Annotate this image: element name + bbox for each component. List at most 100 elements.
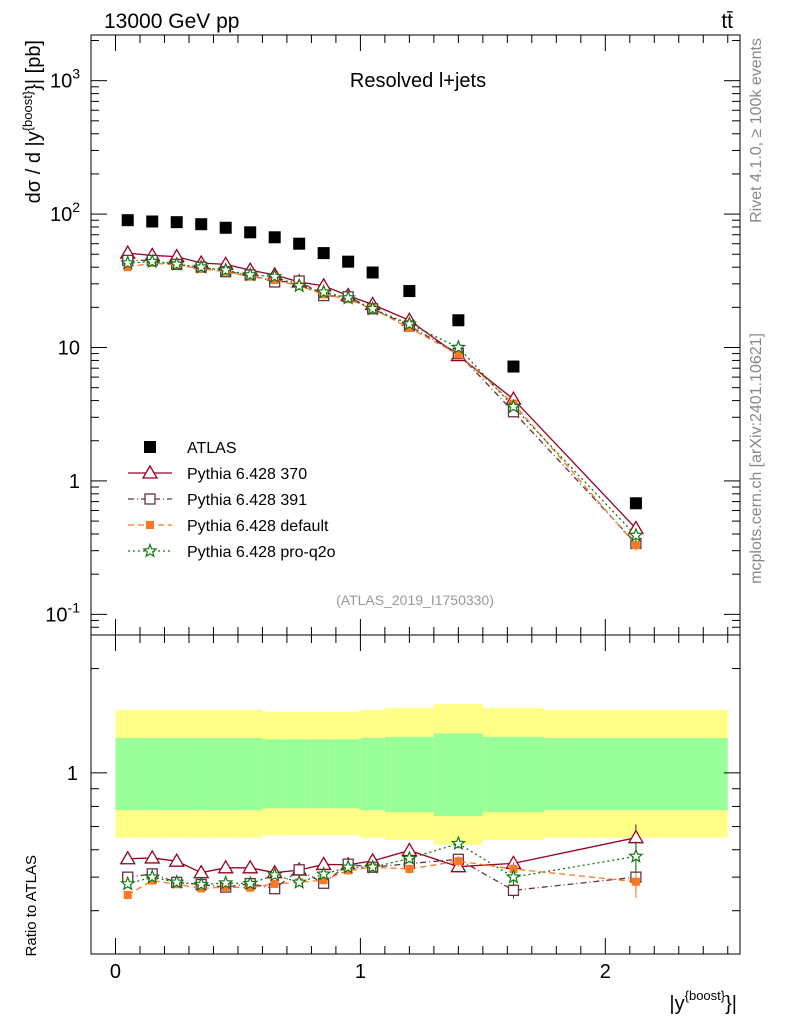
data-point xyxy=(450,339,467,355)
inner-band-bin xyxy=(262,739,287,809)
ratio-point xyxy=(193,876,209,892)
tick-base: 10 xyxy=(50,71,72,93)
ratio-point xyxy=(221,883,230,892)
ratio-point xyxy=(401,850,418,866)
ratio-point xyxy=(315,866,332,881)
x-label-superscript: {boost} xyxy=(685,988,726,1003)
data-point xyxy=(242,266,258,282)
data-point xyxy=(293,237,306,250)
data-point xyxy=(193,259,209,274)
ratio-point xyxy=(319,876,328,885)
ratio-panel-series xyxy=(119,824,645,900)
main-y-tick-label: 10 xyxy=(58,338,80,360)
data-point xyxy=(405,324,414,333)
inner-band-bin xyxy=(384,736,434,813)
inner-band-bin xyxy=(237,738,263,811)
energy-label: 13000 GeV pp xyxy=(104,10,239,33)
ratio-point xyxy=(266,866,283,882)
series-pythia-6-428-370 xyxy=(119,244,645,535)
legend-entry-pythia-6-428-391: Pythia 6.428 391 xyxy=(128,492,307,509)
ratio-point xyxy=(217,859,234,874)
y-label-part-1: dσ / d |y xyxy=(23,131,45,203)
ratio-series-pythia-6-428-pro-q2o xyxy=(120,835,644,892)
x-tick-label: 0 xyxy=(110,961,121,983)
ratio-point xyxy=(291,874,308,889)
ratio-point xyxy=(144,868,160,884)
inner-band-bin xyxy=(544,738,728,811)
data-point xyxy=(315,283,332,299)
ratio-point xyxy=(293,864,305,876)
data-point xyxy=(403,285,416,298)
ratio-panel-frame xyxy=(90,634,741,955)
inner-band-bin xyxy=(164,738,189,811)
inner-band-bin xyxy=(188,738,214,811)
inner-band-bin xyxy=(360,738,385,811)
tick-exponent: 2 xyxy=(72,199,80,215)
inner-band-bin xyxy=(213,738,238,811)
data-point xyxy=(454,350,463,359)
tick-base: 10 xyxy=(50,204,72,226)
data-point xyxy=(121,214,134,227)
data-point xyxy=(146,215,159,228)
ratio-point xyxy=(631,877,640,886)
data-point xyxy=(507,360,520,373)
data-point xyxy=(505,398,522,414)
main-y-tick-label: 10-1 xyxy=(45,599,80,626)
ratio-point xyxy=(509,864,518,873)
legend-marker xyxy=(142,542,158,558)
ratio-point xyxy=(507,884,520,896)
data-point xyxy=(291,277,308,293)
ratio-point xyxy=(168,852,185,867)
inner-band-bin xyxy=(433,733,483,817)
ratio-point xyxy=(340,859,356,874)
series-atlas xyxy=(121,214,642,510)
tick-base: 10 xyxy=(45,604,67,626)
ratio-point xyxy=(168,874,185,889)
legend-marker xyxy=(146,521,154,529)
data-point xyxy=(244,226,257,239)
ratio-point xyxy=(364,859,381,874)
data-point xyxy=(219,221,232,234)
ratio-y-tick-label: 1 xyxy=(67,763,78,785)
ratio-point xyxy=(454,857,463,866)
x-tick-label: 2 xyxy=(600,961,611,983)
inner-band-bin xyxy=(335,739,361,809)
x-label-part-2: }| xyxy=(725,993,737,1015)
legend-label: Pythia 6.428 pro-q2o xyxy=(187,544,336,561)
inner-band-bin xyxy=(139,738,165,811)
y-label-part-2: }| [pb] xyxy=(23,40,45,91)
x-label-part-1: |y xyxy=(669,993,684,1015)
ratio-point xyxy=(217,874,234,890)
data-point xyxy=(631,541,640,550)
ratio-line xyxy=(127,860,636,896)
legend-entry-pythia-6-428-default: Pythia 6.428 default xyxy=(128,518,329,535)
x-axis-label: |y{boost}}| xyxy=(669,988,737,1015)
ratio-line xyxy=(127,842,637,886)
ratio-point xyxy=(405,864,414,873)
legend-label: Pythia 6.428 370 xyxy=(187,466,307,483)
legend-entry-pythia-6-428-370: Pythia 6.428 370 xyxy=(128,464,307,483)
data-point xyxy=(317,247,330,260)
legend-label: Pythia 6.428 default xyxy=(187,518,329,535)
data-point xyxy=(266,268,283,284)
main-panel-series xyxy=(119,214,645,551)
data-point xyxy=(170,216,183,229)
data-point xyxy=(268,231,281,244)
legend-entry-pythia-6-428-pro-q2o: Pythia 6.428 pro-q2o xyxy=(128,542,336,561)
main-y-tick-label: 103 xyxy=(50,66,80,93)
ratio-point xyxy=(450,835,467,851)
legend: ATLAS Pythia 6.428 370 Pythia 6.428 391 Pyt… xyxy=(128,440,336,561)
legend-label: ATLAS xyxy=(187,440,237,457)
data-point xyxy=(364,300,381,316)
data-point xyxy=(123,263,132,272)
ratio-point xyxy=(628,848,644,863)
mcplots-site-label: mcplots.cern.ch [arXiv:2401.10621] xyxy=(748,333,765,584)
data-point xyxy=(168,256,185,271)
legend-marker xyxy=(144,441,156,453)
data-point xyxy=(628,527,644,543)
ratio-point xyxy=(120,875,136,891)
data-point xyxy=(195,218,208,231)
tick-exponent: 3 xyxy=(72,66,80,82)
